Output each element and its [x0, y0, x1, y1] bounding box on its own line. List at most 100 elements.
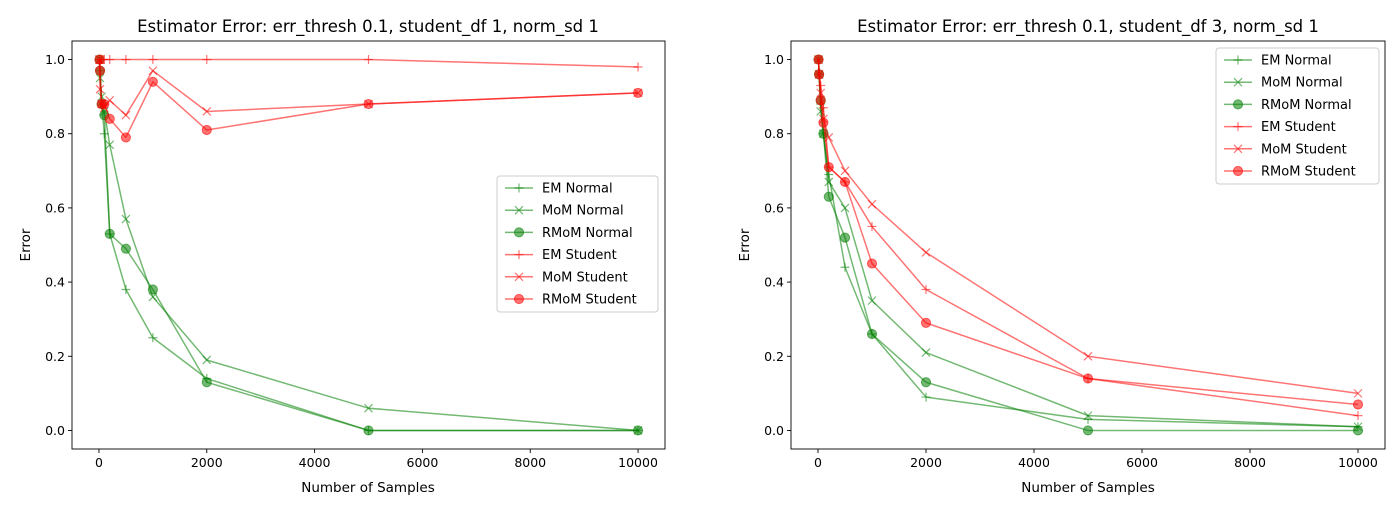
data-point	[105, 140, 115, 150]
data-point	[99, 98, 110, 110]
legend-label: MoM Normal	[1261, 76, 1343, 91]
legend-box	[496, 175, 659, 313]
y-tick-label: 0.4	[764, 275, 784, 290]
x-tick-label: 2000	[191, 455, 223, 470]
legend-marker	[1233, 55, 1243, 65]
data-point	[121, 285, 131, 295]
series-rmom-student	[94, 54, 644, 143]
data-point	[1352, 399, 1364, 410]
data-point	[866, 328, 878, 340]
data-point	[840, 262, 850, 272]
data-point	[1353, 411, 1363, 421]
data-point	[813, 69, 825, 80]
legend-label: EM Student	[1261, 120, 1336, 135]
data-point	[921, 285, 931, 295]
legend-entry: RMoM Normal	[505, 226, 633, 241]
data-point	[148, 55, 158, 65]
data-point	[818, 103, 828, 113]
x-tick-label: 8000	[514, 455, 546, 470]
y-tick-label: 1.0	[764, 52, 784, 67]
y-axis-label: Error	[737, 228, 753, 261]
x-tick-label: 0	[95, 455, 103, 470]
y-tick-label: 0.6	[45, 200, 65, 215]
data-point	[866, 258, 878, 269]
legend-entry: MoM Normal	[1224, 76, 1343, 91]
legend-label: EM Normal	[542, 182, 613, 197]
x-tick-label: 6000	[1126, 455, 1158, 470]
data-point	[818, 117, 829, 128]
data-point	[839, 176, 851, 188]
y-tick-label: 0.2	[45, 349, 65, 364]
data-point	[1352, 425, 1364, 436]
y-tick-label: 0.2	[764, 349, 784, 364]
data-point	[1082, 425, 1094, 436]
legend-entry: RMoM Normal	[1224, 98, 1352, 113]
legend-label: RMoM Student	[542, 293, 637, 308]
legend-entry: EM Student	[1224, 120, 1336, 135]
data-point	[815, 95, 826, 106]
data-point	[121, 55, 131, 65]
data-point	[147, 284, 158, 295]
legend-entry: EM Student	[505, 248, 617, 263]
data-point	[201, 377, 212, 388]
y-tick-label: 0.0	[764, 423, 784, 438]
legend-marker	[1233, 122, 1243, 132]
y-tick-label: 0.4	[45, 275, 65, 290]
data-point	[920, 317, 932, 328]
chart-marks	[94, 54, 644, 436]
data-point	[94, 54, 105, 65]
legend-marker	[1232, 165, 1244, 177]
data-point	[823, 191, 834, 202]
y-tick-label: 0.8	[45, 126, 65, 141]
data-point	[121, 110, 131, 120]
data-point	[921, 392, 931, 402]
data-point	[363, 98, 374, 110]
data-point	[364, 403, 373, 413]
plot-frame	[71, 40, 666, 450]
data-point	[363, 425, 374, 436]
data-point	[105, 55, 115, 65]
legend-label: EM Student	[542, 248, 617, 263]
y-tick-label: 0.0	[45, 423, 65, 438]
data-point	[201, 124, 212, 136]
y-tick-label: 0.8	[764, 126, 784, 141]
data-point	[813, 54, 824, 65]
plot-frame	[790, 40, 1386, 450]
y-tick-label: 0.6	[764, 200, 784, 215]
legend: EM Normal MoM Normal RMoM Normal EM Student…	[496, 175, 659, 313]
legend-marker	[514, 205, 524, 215]
data-point	[1083, 411, 1093, 421]
data-point	[921, 247, 931, 257]
x-tick-label: 10000	[1338, 455, 1378, 470]
data-point	[202, 107, 212, 116]
chart-panel-right: Estimator Error: err_thresh 0.1, student…	[737, 17, 1386, 496]
data-point	[121, 214, 131, 224]
legend-label: MoM Student	[542, 270, 628, 285]
data-point	[148, 333, 158, 343]
legend-entry: EM Normal	[1224, 54, 1332, 69]
legend-marker	[1233, 144, 1243, 154]
legend-entry: MoM Normal	[505, 204, 624, 219]
series-line	[98, 59, 639, 139]
y-axis-label: Error	[18, 228, 34, 261]
x-tick-label: 8000	[1234, 455, 1266, 470]
legend-label: EM Normal	[1261, 54, 1332, 69]
data-point	[823, 162, 834, 173]
chart-title: Estimator Error: err_thresh 0.1, student…	[857, 17, 1319, 37]
data-point	[920, 377, 932, 388]
legend-entry: MoM Student	[505, 270, 628, 285]
data-point	[867, 221, 877, 231]
data-point	[202, 355, 212, 365]
x-tick-label: 0	[814, 455, 822, 470]
legend-label: MoM Normal	[542, 204, 624, 219]
data-point	[95, 84, 105, 94]
data-point	[148, 66, 158, 76]
data-point	[1353, 388, 1363, 398]
data-point	[840, 166, 850, 176]
data-point	[364, 55, 373, 65]
data-point	[867, 296, 877, 306]
x-tick-label: 10000	[618, 455, 658, 470]
legend-marker	[514, 272, 524, 282]
legend-marker	[513, 227, 525, 238]
